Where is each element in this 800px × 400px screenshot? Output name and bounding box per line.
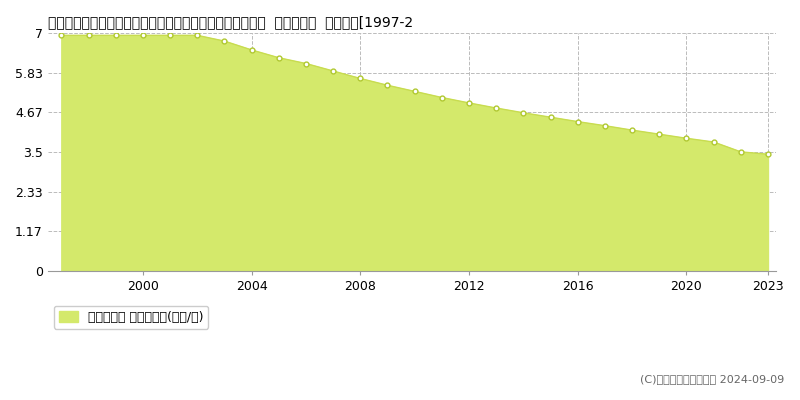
Text: (C)土地価格ドットコム 2024-09-09: (C)土地価格ドットコム 2024-09-09 (640, 374, 784, 384)
Legend: 基準地価格 平均坪単価(万円/坪): 基準地価格 平均坪単価(万円/坪) (54, 306, 208, 328)
Text: 鳥取県八頭郡若桜町大字若桜字古海橋ノ本１１１１番３２  基準地価格  地価推移[1997-2: 鳥取県八頭郡若桜町大字若桜字古海橋ノ本１１１１番３２ 基準地価格 地価推移[19… (48, 15, 413, 29)
